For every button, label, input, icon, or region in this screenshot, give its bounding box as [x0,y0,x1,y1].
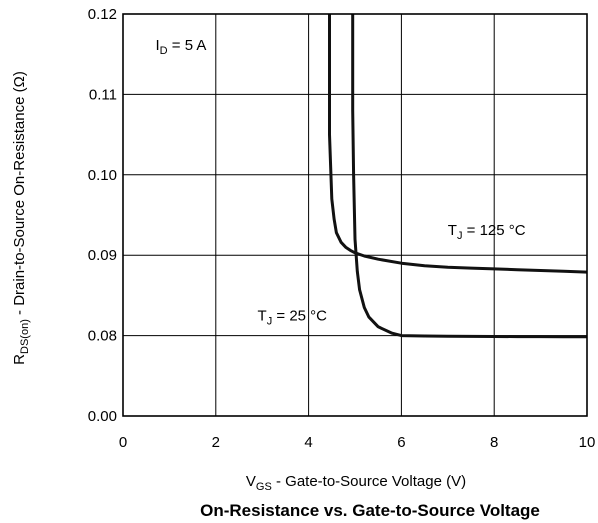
series-group [328,14,588,339]
y-axis-label: RDS(on) - Drain-to-Source On-Resistance … [11,71,31,365]
x-tick-label: 0 [119,434,127,451]
chart-title: On-Resistance vs. Gate-to-Source Voltage [200,501,540,520]
annotation-label: TJ = 125 °C [448,222,526,242]
y-tick-label: 0.00 [88,408,117,425]
series-line-25c [351,14,587,339]
tick-labels: 0 2 4 6 8 10 0.00 0.08 0.09 0.10 0.11 0.12 [88,6,596,451]
x-axis-label: VGS - Gate-to-Source Voltage (V) [246,473,466,493]
x-tick-label: 2 [212,434,220,451]
annotation-label: TJ = 25 °C [258,307,328,327]
y-tick-label: 0.10 [88,167,117,184]
y-tick-label: 0.11 [89,86,117,103]
annotation-label: ID = 5 A [155,37,206,57]
plot-frame [122,13,588,417]
series-line-125c [328,14,588,274]
x-tick-label: 8 [490,434,498,451]
y-tick-label: 0.12 [88,6,117,23]
x-tick-label: 10 [579,434,596,451]
y-tick-label: 0.09 [88,247,117,264]
y-tick-label: 0.08 [88,328,117,345]
x-tick-label: 4 [304,434,312,451]
x-tick-label: 6 [397,434,405,451]
annotations: ID = 5 A TJ = 125 °C TJ = 25 °C [155,37,525,327]
